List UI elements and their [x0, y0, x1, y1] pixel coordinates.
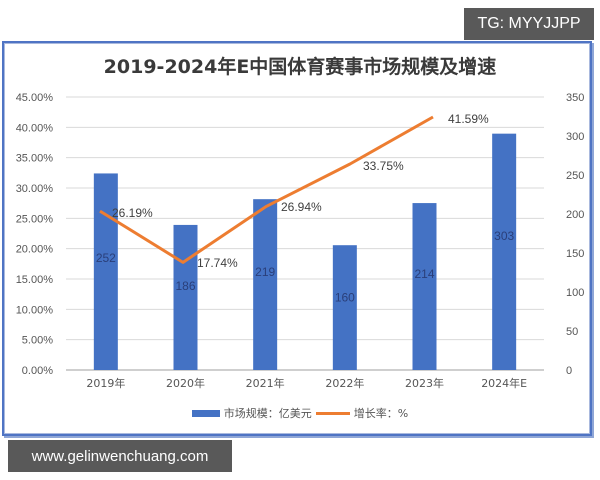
line-value-label: 17.74%: [197, 256, 238, 270]
category-label: 2023年: [405, 376, 444, 390]
left-axis-tick: 30.00%: [16, 183, 54, 195]
line-value-label: 26.19%: [112, 206, 153, 220]
left-axis-tick: 10.00%: [16, 304, 54, 316]
bar: [332, 245, 357, 370]
category-label: 2019年: [86, 376, 125, 390]
left-axis-tick: 40.00%: [16, 122, 54, 134]
bar-value-label: 186: [175, 279, 195, 293]
right-axis-tick: 250: [566, 170, 584, 182]
bar-value-label: 303: [494, 229, 514, 243]
legend-item-growth-rate: 增长率：%: [315, 405, 409, 421]
line-value-label: 41.59%: [448, 112, 489, 126]
legend-label-growth-rate: 增长率：%: [353, 407, 409, 420]
bar: [412, 203, 437, 370]
left-axis-tick: 15.00%: [16, 274, 54, 286]
bar: [253, 199, 278, 370]
category-label: 2020年: [166, 376, 205, 390]
chart-title: 2019-2024年E中国体育赛事市场规模及增速: [103, 56, 497, 78]
category-label: 2021年: [246, 376, 285, 390]
bar: [93, 173, 118, 370]
left-axis-tick: 0.00%: [22, 365, 53, 377]
bar-value-label: 252: [96, 251, 116, 265]
right-axis-tick: 150: [566, 248, 584, 260]
left-axis-tick: 25.00%: [16, 213, 54, 225]
legend-item-market-size: 市场规模：亿美元: [191, 405, 312, 421]
left-axis-tick: 20.00%: [16, 244, 54, 256]
bar-value-label: 214: [414, 267, 434, 281]
growth-rate-line: [99, 115, 434, 264]
category-label: 2022年: [325, 376, 364, 390]
bar: [173, 224, 198, 370]
chart-legend: 市场规模：亿美元 增长率：%: [0, 405, 600, 421]
line-value-label: 26.94%: [281, 200, 322, 214]
line-swatch-icon: [315, 411, 350, 415]
legend-label-market-size: 市场规模：亿美元: [223, 407, 312, 420]
right-axis-tick: 50: [566, 326, 578, 338]
left-axis-tick: 35.00%: [16, 153, 54, 165]
right-axis-tick: 350: [566, 92, 584, 104]
right-axis-tick: 300: [566, 131, 584, 143]
right-axis-tick: 100: [566, 287, 584, 299]
tg-badge: TG: MYYJJPP: [464, 8, 594, 40]
right-axis-tick: 200: [566, 209, 584, 221]
bar-swatch-icon: [191, 409, 220, 417]
line-value-label: 33.75%: [363, 159, 404, 173]
right-axis-tick: 0: [566, 365, 572, 377]
bar-value-label: 160: [335, 290, 355, 304]
bar-value-label: 219: [255, 265, 275, 279]
bar: [492, 133, 517, 370]
website-badge: www.gelinwenchuang.com: [8, 440, 232, 472]
left-axis-tick: 45.00%: [16, 92, 54, 104]
category-label: 2024年E: [481, 376, 527, 390]
left-axis-tick: 5.00%: [22, 335, 53, 347]
